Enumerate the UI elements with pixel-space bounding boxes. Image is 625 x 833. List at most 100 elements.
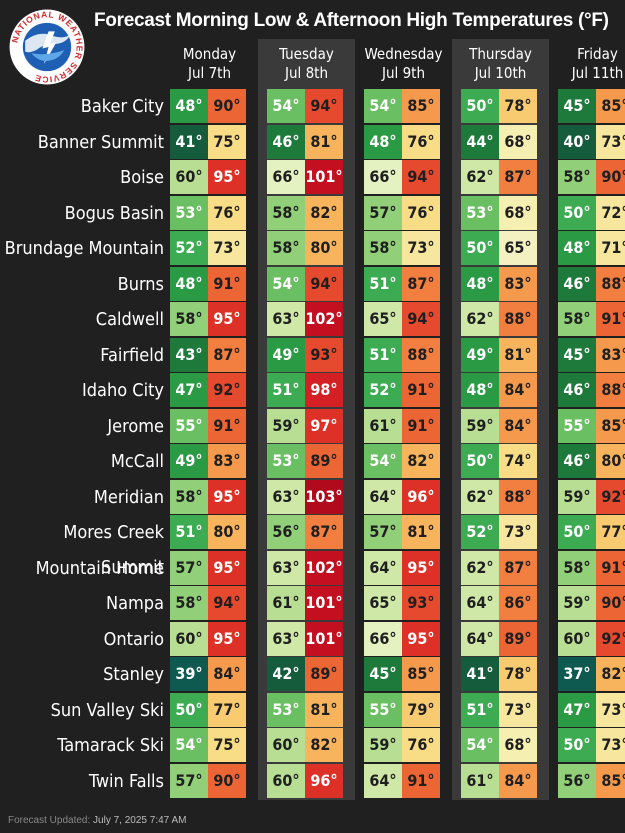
high-temp-cell: 85°	[402, 657, 440, 691]
low-temp-cell: 51°	[267, 373, 305, 407]
low-temp-cell: 41°	[170, 124, 208, 159]
high-temp-cell: 68°	[499, 124, 537, 159]
low-temp-cell: 54°	[170, 728, 208, 762]
high-temp-cell: 95°	[402, 621, 440, 656]
low-temp-cell: 64°	[461, 586, 499, 620]
low-temp-cell: 61°	[364, 408, 402, 443]
high-temp-cell: 102°	[305, 550, 343, 585]
low-temp-cell: 53°	[461, 195, 499, 230]
low-temp-cell: 55°	[364, 692, 402, 727]
location-name: Burns	[117, 273, 164, 295]
low-temp-cell: 51°	[170, 515, 208, 549]
low-temp-cell: 46°	[558, 266, 596, 301]
high-temp-cell: 91°	[208, 266, 246, 301]
low-temp-cell: 66°	[364, 621, 402, 656]
high-temp-cell: 73°	[402, 231, 440, 265]
high-temp-cell: 72°	[596, 195, 625, 230]
low-temp-cell: 64°	[461, 621, 499, 656]
high-temp-cell: 91°	[402, 373, 440, 407]
low-temp-cell: 58°	[170, 302, 208, 336]
high-temp-cell: 82°	[305, 195, 343, 230]
high-temp-cell: 103°	[305, 479, 343, 514]
low-temp-cell: 63°	[267, 302, 305, 336]
low-temp-cell: 60°	[170, 160, 208, 194]
high-temp-cell: 94°	[402, 302, 440, 336]
high-temp-cell: 79°	[402, 692, 440, 727]
high-temp-cell: 88°	[596, 266, 625, 301]
low-temp-cell: 55°	[170, 408, 208, 443]
low-temp-cell: 49°	[461, 337, 499, 372]
low-temp-cell: 47°	[558, 692, 596, 727]
low-temp-cell: 66°	[267, 160, 305, 194]
high-temp-cell: 91°	[208, 408, 246, 443]
low-temp-cell: 45°	[364, 657, 402, 691]
low-temp-cell: 64°	[364, 550, 402, 585]
day-header: Wednesday Jul 9th	[355, 39, 452, 85]
high-temp-cell: 84°	[499, 763, 537, 798]
forecast-updated: Forecast Updated: July 7, 2025 7:47 AM	[8, 815, 186, 826]
low-temp-cell: 63°	[267, 621, 305, 656]
low-temp-cell: 51°	[364, 337, 402, 372]
high-temp-cell: 73°	[208, 231, 246, 265]
footer-value: July 7, 2025 7:47 AM	[93, 815, 187, 826]
low-temp-cell: 59°	[461, 408, 499, 443]
low-temp-cell: 50°	[170, 692, 208, 727]
high-temp-cell: 81°	[499, 337, 537, 372]
low-temp-cell: 43°	[170, 337, 208, 372]
day-date: Jul 9th	[382, 64, 425, 82]
high-temp-cell: 73°	[596, 124, 625, 159]
high-temp-cell: 92°	[596, 479, 625, 514]
low-temp-cell: 50°	[461, 89, 499, 123]
high-temp-cell: 73°	[499, 515, 537, 549]
low-temp-cell: 63°	[267, 479, 305, 514]
high-temp-cell: 95°	[402, 550, 440, 585]
high-temp-cell: 95°	[208, 479, 246, 514]
footer-label: Forecast Updated:	[8, 815, 91, 826]
location-name: Idaho City	[81, 380, 164, 401]
low-temp-cell: 46°	[558, 373, 596, 407]
day-name: Monday	[182, 45, 237, 63]
high-temp-cell: 82°	[305, 728, 343, 762]
low-temp-cell: 52°	[170, 231, 208, 265]
high-temp-cell: 85°	[596, 408, 625, 443]
high-temp-cell: 85°	[596, 89, 625, 123]
location-name: Sun Valley Ski	[50, 699, 164, 721]
low-temp-cell: 54°	[267, 266, 305, 301]
low-temp-cell: 49°	[170, 444, 208, 478]
high-temp-cell: 97°	[305, 408, 343, 443]
nws-logo: NATIONAL WEATHER SERVICE	[9, 9, 85, 85]
location-name: Meridian	[93, 486, 164, 508]
day-name: Thursday	[469, 45, 532, 63]
low-temp-cell: 53°	[267, 444, 305, 478]
high-temp-cell: 83°	[596, 337, 625, 372]
high-temp-cell: 92°	[596, 621, 625, 656]
low-temp-cell: 45°	[558, 337, 596, 372]
day-date: Jul 8th	[285, 64, 328, 82]
high-temp-cell: 84°	[499, 373, 537, 407]
high-temp-cell: 87°	[402, 266, 440, 301]
low-temp-cell: 41°	[461, 657, 499, 691]
high-temp-cell: 90°	[208, 763, 246, 798]
high-temp-cell: 102°	[305, 302, 343, 336]
high-temp-cell: 101°	[305, 621, 343, 656]
high-temp-cell: 95°	[208, 550, 246, 585]
high-temp-cell: 93°	[305, 337, 343, 372]
high-temp-cell: 95°	[208, 302, 246, 336]
low-temp-cell: 65°	[364, 586, 402, 620]
day-name: Friday	[577, 45, 618, 63]
high-temp-cell: 81°	[305, 692, 343, 727]
high-temp-cell: 101°	[305, 160, 343, 194]
high-temp-cell: 94°	[305, 266, 343, 301]
high-temp-cell: 80°	[596, 444, 625, 478]
low-temp-cell: 62°	[461, 160, 499, 194]
high-temp-cell: 82°	[402, 444, 440, 478]
location-name: Banner Summit	[37, 131, 164, 153]
low-temp-cell: 52°	[364, 373, 402, 407]
low-temp-cell: 48°	[170, 89, 208, 123]
low-temp-cell: 57°	[170, 763, 208, 798]
high-temp-cell: 94°	[305, 89, 343, 123]
high-temp-cell: 81°	[305, 124, 343, 159]
high-temp-cell: 88°	[596, 373, 625, 407]
high-temp-cell: 87°	[305, 515, 343, 549]
location-name: Caldwell	[95, 309, 164, 330]
